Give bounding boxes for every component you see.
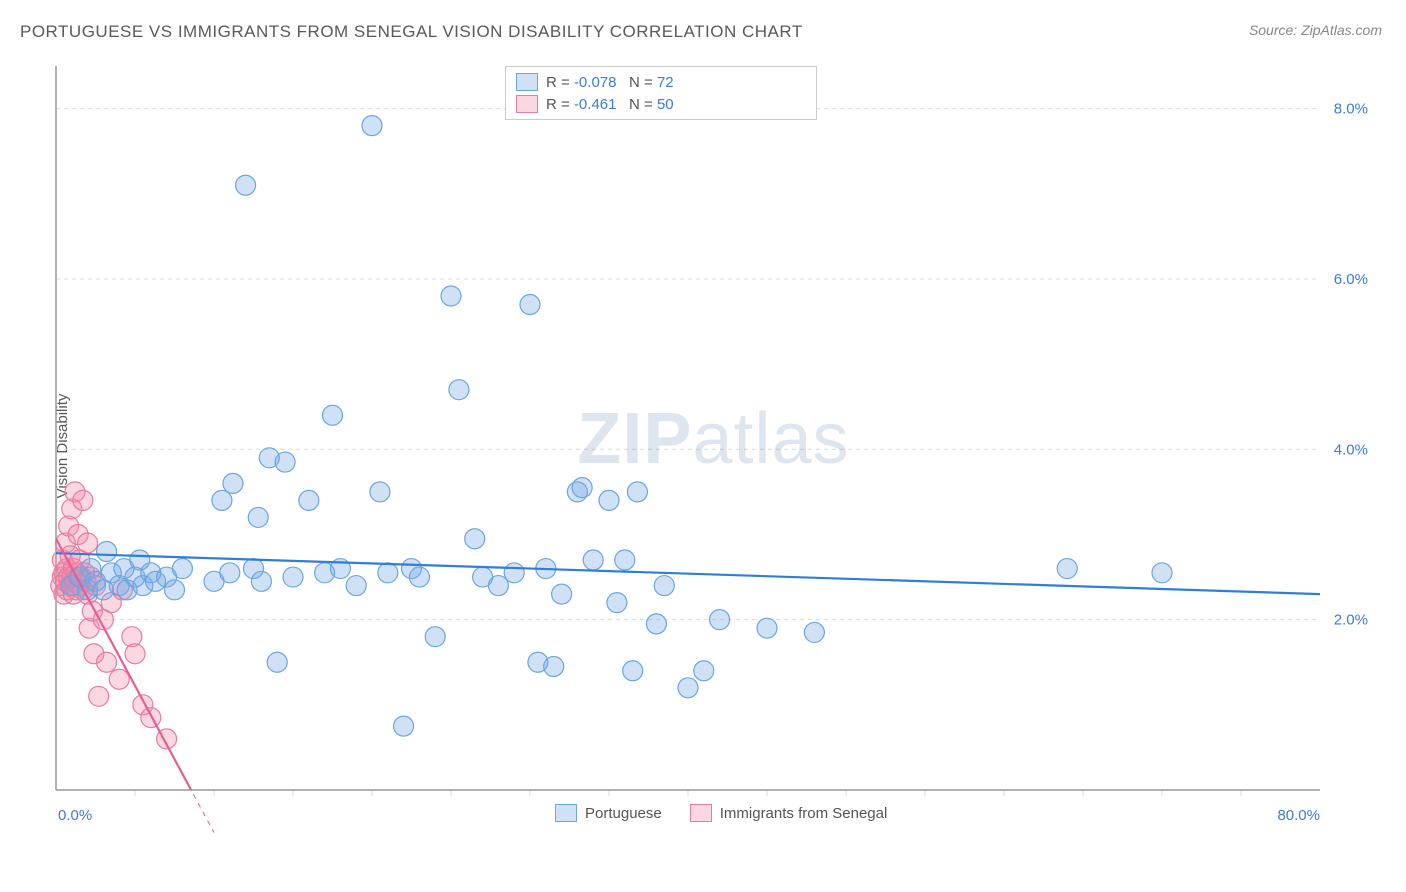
svg-text:2.0%: 2.0%	[1334, 612, 1368, 629]
svg-text:8.0%: 8.0%	[1334, 101, 1368, 118]
chart-title: PORTUGUESE VS IMMIGRANTS FROM SENEGAL VI…	[20, 22, 803, 42]
legend-swatch	[690, 804, 712, 822]
chart-area: 2.0% 4.0% 6.0% 8.0% 0.0% 80.0%	[50, 60, 1380, 840]
legend-stats: R = -0.461 N = 50	[546, 96, 674, 113]
correlation-legend: R = -0.078 N = 72 R = -0.461 N = 50	[505, 66, 817, 120]
source-attribution: Source: ZipAtlas.com	[1249, 22, 1382, 38]
legend-stats: R = -0.078 N = 72	[546, 74, 674, 91]
series-legend-item: Portuguese	[555, 804, 662, 822]
series-legend-label: Portuguese	[585, 805, 662, 822]
series-legend-label: Immigrants from Senegal	[720, 805, 888, 822]
svg-text:0.0%: 0.0%	[58, 807, 92, 824]
series-legend: Portuguese Immigrants from Senegal	[555, 804, 887, 822]
scatter-chart-svg: 2.0% 4.0% 6.0% 8.0% 0.0% 80.0%	[50, 60, 1380, 890]
series-legend-item: Immigrants from Senegal	[690, 804, 888, 822]
svg-text:4.0%: 4.0%	[1334, 441, 1368, 458]
svg-text:80.0%: 80.0%	[1277, 807, 1320, 824]
legend-row: R = -0.078 N = 72	[516, 71, 806, 93]
legend-row: R = -0.461 N = 50	[516, 93, 806, 115]
legend-swatch	[516, 73, 538, 91]
legend-swatch	[516, 95, 538, 113]
svg-text:6.0%: 6.0%	[1334, 271, 1368, 288]
legend-swatch	[555, 804, 577, 822]
